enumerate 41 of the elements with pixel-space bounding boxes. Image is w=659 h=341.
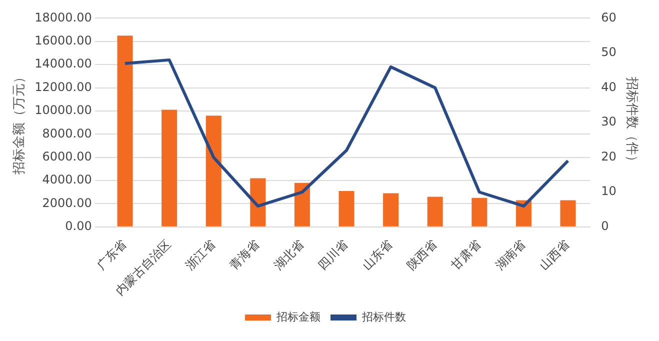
bar [117,36,133,226]
legend-label: 招标金额 [276,310,320,324]
y-tick-label: 14000.00 [34,56,92,71]
y-tick-label: 0.00 [65,219,92,234]
bar [294,182,310,226]
y2-tick-label: 20 [601,149,616,164]
x-tick-label: 湖北省 [271,237,307,273]
bar [250,178,266,226]
bar [162,110,178,226]
bar [206,116,222,226]
y-tick-label: 2000.00 [42,196,92,210]
x-tick-label: 浙江省 [182,237,218,273]
x-tick-label: 湖南省 [492,237,528,273]
y2-tick-label: 30 [601,114,616,129]
y-tick-label: 12000.00 [34,80,92,94]
x-tick-label: 青海省 [226,237,262,273]
y-tick-label: 18000.00 [34,10,92,24]
y-tick-label: 4000.00 [42,172,92,187]
x-tick-label: 广东省 [94,237,130,273]
y-tick-label: 10000.00 [34,103,92,118]
bar [338,190,354,226]
x-tick-label: 四川省 [315,237,351,273]
y2-tick-label: 50 [601,45,616,60]
y-axis-title: 招标金额（万元） [12,70,28,176]
x-tick-label: 陕西省 [404,237,440,273]
y-tick-label: 6000.00 [42,149,92,164]
y-tick-label: 16000.00 [34,34,92,48]
bar [560,200,576,226]
x-tick-label: 山东省 [360,237,396,273]
legend-label: 招标件数 [361,310,406,324]
bar [383,193,399,226]
y2-tick-label: 0 [601,219,609,234]
x-tick-label: 甘肃省 [448,237,484,273]
bar [472,198,488,226]
y-tick-label: 8000.00 [42,126,92,140]
bar [427,196,443,226]
y2-axis-title: 招标件数（件） [624,76,639,168]
x-tick-label: 山西省 [536,237,572,273]
y2-tick-label: 10 [601,184,616,198]
y2-tick-label: 40 [601,80,616,94]
y2-tick-label: 60 [601,10,616,24]
